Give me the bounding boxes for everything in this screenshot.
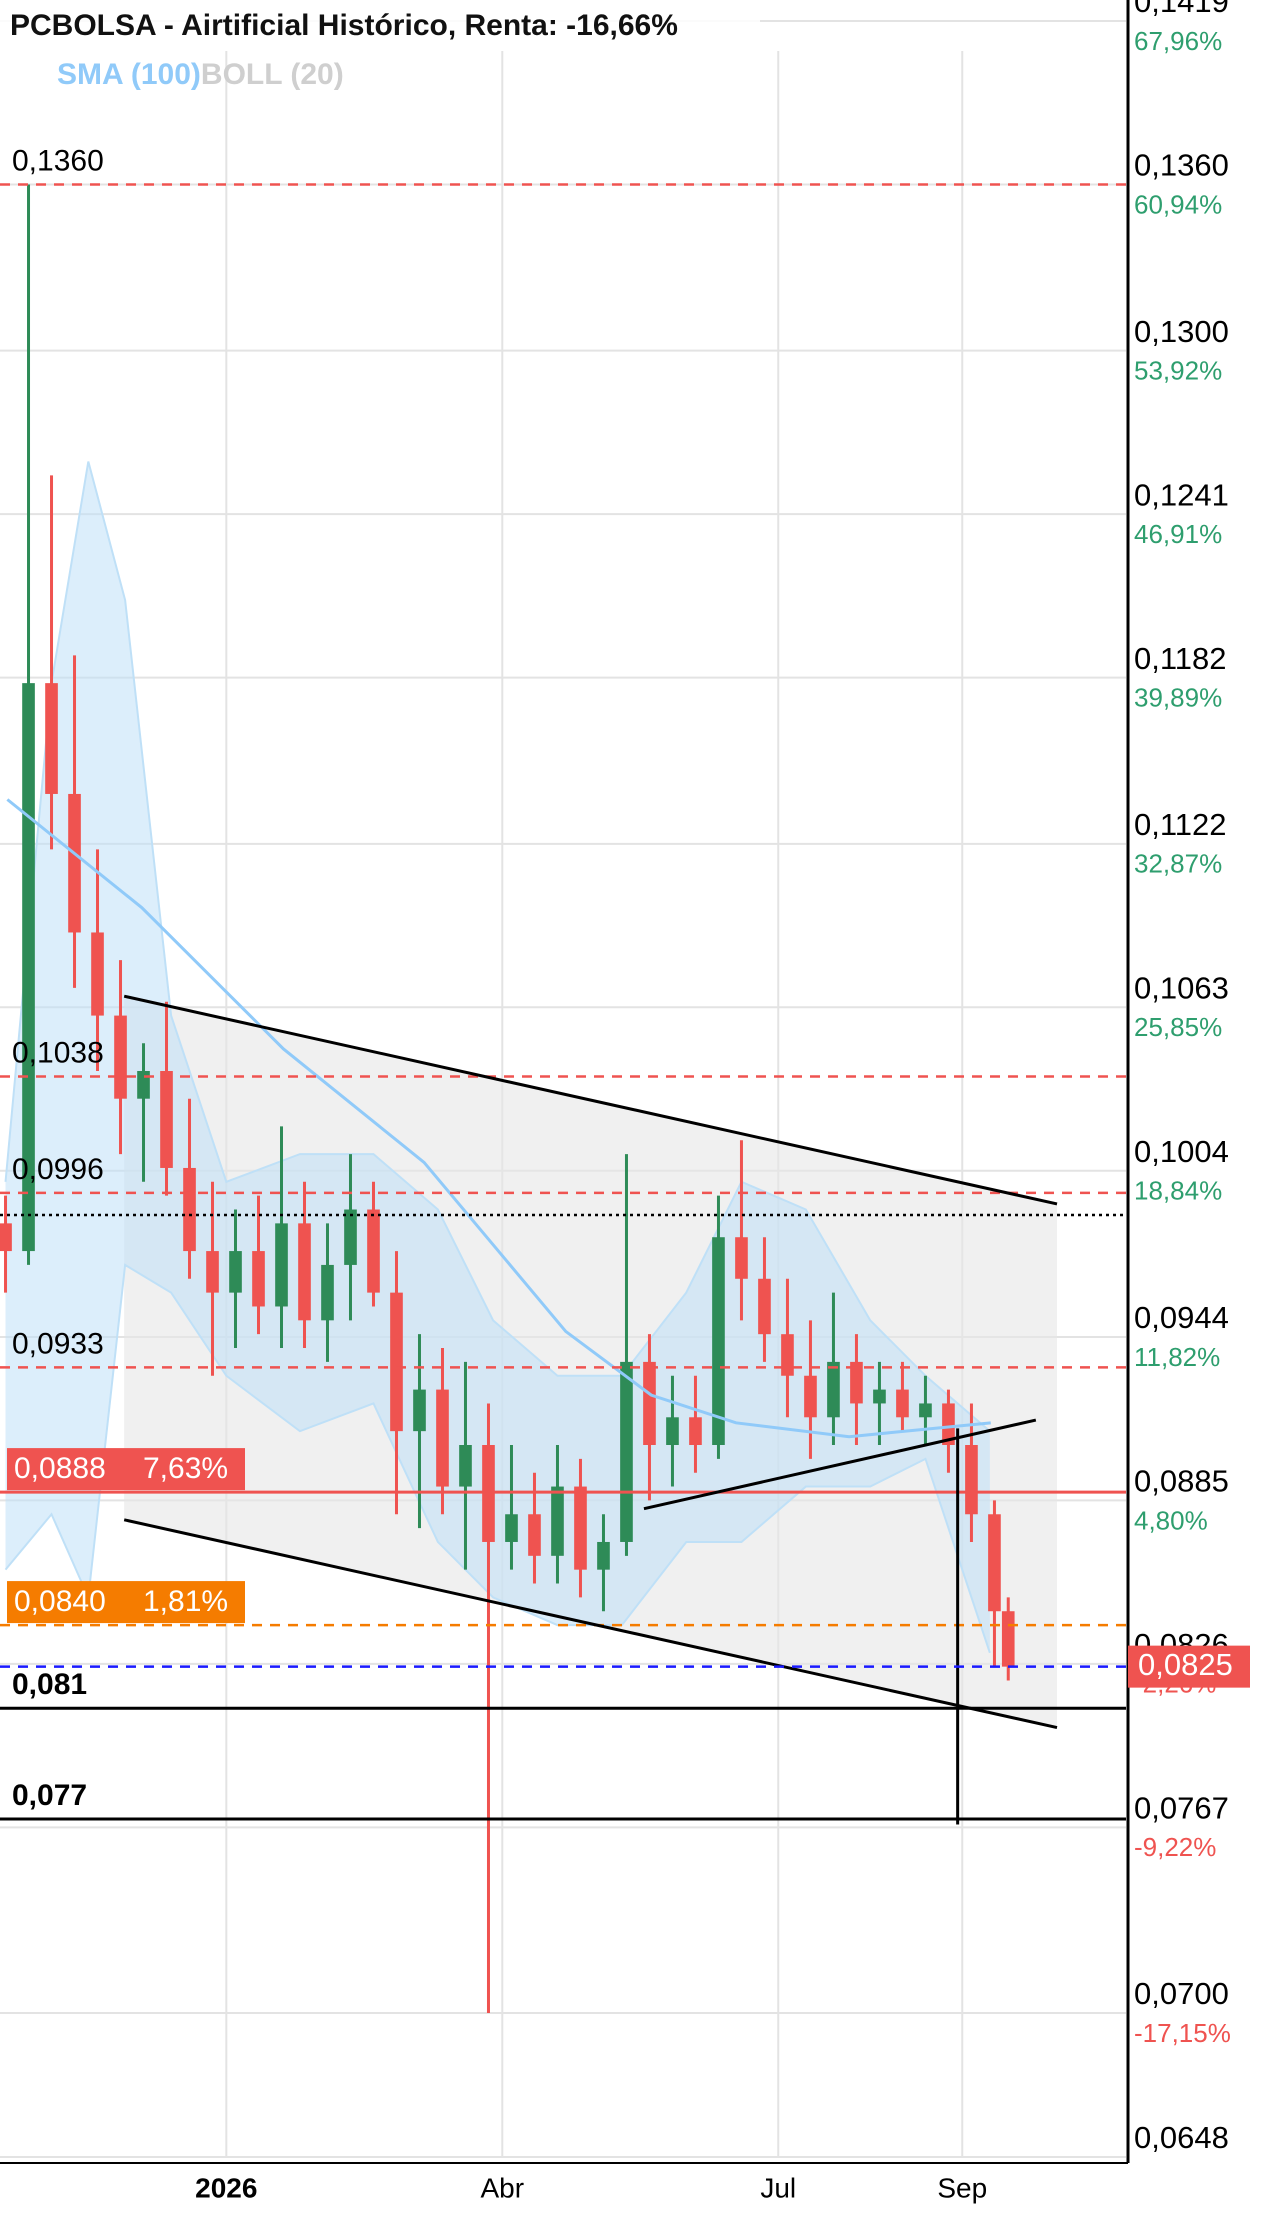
candle-body xyxy=(551,1486,564,1556)
level-label: 0,0840 xyxy=(14,1585,106,1618)
y-tick-percent: 4,80% xyxy=(1134,1505,1208,1535)
candle-body xyxy=(436,1389,449,1487)
candle-body xyxy=(850,1361,863,1404)
trendline xyxy=(123,1518,1058,1730)
candle-body xyxy=(781,1334,794,1376)
bollinger-upper xyxy=(4,461,991,1432)
level-label: 0,0933 xyxy=(12,1327,104,1360)
candle-body xyxy=(919,1403,932,1418)
title-background xyxy=(0,0,760,50)
candle-body xyxy=(528,1514,541,1556)
legend-entry: SMA (100) xyxy=(57,58,201,91)
x-tick-label: Jul xyxy=(760,2172,796,2203)
y-tick-percent: 11,82% xyxy=(1134,1342,1220,1372)
level-label: 0,081 xyxy=(12,1668,87,1701)
trendline xyxy=(643,1418,1037,1511)
y-tick-percent: 18,84% xyxy=(1134,1176,1222,1206)
level-percent: 1,81% xyxy=(143,1585,228,1618)
candle-body xyxy=(827,1361,840,1418)
candle-body xyxy=(620,1361,633,1542)
y-tick-label: 0,1419 xyxy=(1134,0,1229,19)
y-tick-percent: 60,94% xyxy=(1134,189,1222,219)
legend-entry: BOLL (20) xyxy=(201,58,344,91)
candle-body xyxy=(206,1251,219,1293)
y-tick-percent: 32,87% xyxy=(1134,849,1222,879)
candle-body xyxy=(344,1209,357,1265)
y-tick-label: 0,1300 xyxy=(1134,314,1229,349)
candle-body xyxy=(68,793,81,933)
candle-body xyxy=(0,1223,12,1252)
candle-body xyxy=(114,1015,127,1099)
last-price-box xyxy=(1128,1645,1250,1688)
candle-body xyxy=(321,1264,334,1321)
candle-body xyxy=(689,1417,702,1445)
candle-body xyxy=(873,1389,886,1404)
candle-body xyxy=(413,1389,426,1432)
y-tick-percent: -17,15% xyxy=(1134,2018,1231,2048)
y-tick-label: 0,1241 xyxy=(1134,477,1229,512)
y-tick-label: 0,0648 xyxy=(1134,2120,1229,2155)
level-label: 0,1038 xyxy=(12,1036,104,1069)
x-tick-label: 2026 xyxy=(195,2172,257,2203)
candle-body xyxy=(91,932,104,1016)
chart-title: PCBOLSA - Airtificial Histórico, Renta: … xyxy=(10,9,678,42)
candle-body xyxy=(666,1417,679,1445)
y-tick-label: 0,0885 xyxy=(1134,1464,1229,1499)
level-label-box xyxy=(7,1581,245,1624)
sma-line xyxy=(6,798,991,1439)
candle-body xyxy=(597,1541,610,1570)
candle-body xyxy=(367,1209,380,1293)
candle-body xyxy=(735,1237,748,1279)
candle-body xyxy=(252,1251,265,1307)
candle-body xyxy=(643,1361,656,1445)
y-tick-label: 0,1360 xyxy=(1134,148,1229,183)
y-tick-label: 0,0944 xyxy=(1134,1300,1229,1335)
candle-body xyxy=(390,1292,403,1432)
candle-body xyxy=(22,683,35,1252)
candle-body xyxy=(942,1403,955,1445)
y-tick-label: 0,0767 xyxy=(1134,1791,1229,1826)
level-label: 0,0996 xyxy=(12,1153,104,1186)
candle-body xyxy=(896,1389,909,1418)
x-tick-label: Abr xyxy=(480,2172,524,2203)
candle-body xyxy=(45,683,58,794)
candle-body xyxy=(137,1070,150,1099)
y-tick-percent: 67,96% xyxy=(1134,26,1222,56)
y-tick-percent: 53,92% xyxy=(1134,356,1222,386)
candle-body xyxy=(160,1070,173,1168)
candle-body xyxy=(275,1223,288,1307)
candle-body xyxy=(712,1237,725,1445)
candle-body xyxy=(758,1278,771,1335)
candle-body xyxy=(298,1223,311,1321)
y-tick-percent: 46,91% xyxy=(1134,519,1222,549)
candle-body xyxy=(965,1445,978,1515)
level-label: 0,077 xyxy=(12,1779,87,1812)
candle-body xyxy=(804,1375,817,1418)
candle-body xyxy=(988,1514,1001,1612)
level-percent: 7,63% xyxy=(143,1452,228,1485)
level-label-box xyxy=(7,1448,245,1491)
candle-body xyxy=(229,1251,242,1293)
level-label: 0,0888 xyxy=(14,1452,106,1485)
candle-body xyxy=(1001,1611,1015,1667)
y-tick-label: 0,1122 xyxy=(1134,807,1227,842)
y-tick-label: 0,1182 xyxy=(1134,641,1227,676)
candle-body xyxy=(574,1486,587,1570)
x-tick-label: Sep xyxy=(937,2172,987,2203)
trendline xyxy=(123,994,1058,1206)
candle-body xyxy=(183,1167,196,1252)
y-tick-label: 0,0700 xyxy=(1134,1976,1229,2011)
y-tick-label: 0,1063 xyxy=(1134,970,1229,1005)
y-tick-percent: -9,22% xyxy=(1134,1832,1216,1862)
y-tick-label: 0,1004 xyxy=(1134,1134,1229,1169)
level-label: 0,1360 xyxy=(12,144,104,177)
y-tick-percent: 25,85% xyxy=(1134,1012,1222,1042)
bollinger-band xyxy=(5,461,990,1653)
candle-body xyxy=(459,1445,472,1487)
candle-body xyxy=(505,1514,518,1542)
y-tick-percent: 39,89% xyxy=(1134,682,1222,712)
last-price-label: 0,0825 xyxy=(1138,1647,1233,1682)
